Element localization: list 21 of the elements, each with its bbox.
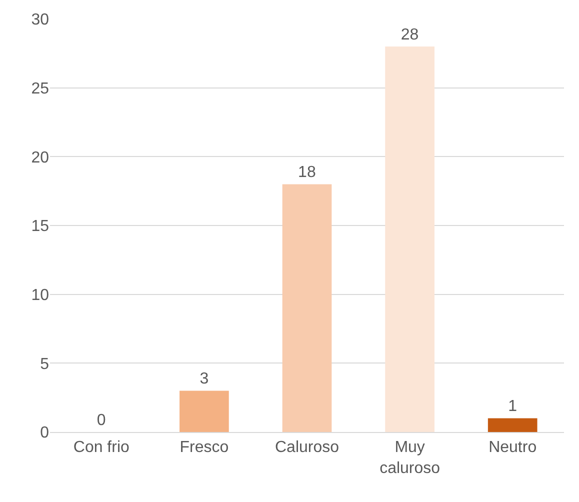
y-tick-label: 25: [31, 80, 50, 98]
data-label: 28: [400, 26, 419, 44]
y-tick-label: 30: [31, 12, 50, 29]
y-tick-label: 15: [31, 218, 50, 236]
data-label: 18: [298, 164, 316, 182]
y-tick-label: 0: [40, 424, 50, 442]
y-tick-label: 20: [31, 149, 50, 166]
x-tick-label: Caluroso: [274, 439, 340, 456]
bar: [488, 418, 538, 432]
y-tick-label: 5: [40, 356, 50, 373]
x-tick-label: Con frio: [73, 439, 130, 456]
x-tick-label: Muy caluroso: [380, 439, 440, 477]
data-label: 3: [200, 370, 209, 388]
y-tick-label: 10: [31, 286, 50, 304]
x-tick-label: Neutro: [488, 439, 537, 456]
data-label: 1: [508, 398, 518, 416]
bar: [282, 184, 332, 432]
data-label: 0: [96, 412, 106, 429]
bar: [385, 46, 434, 432]
x-tick-label: Fresco: [180, 439, 229, 456]
bar: [180, 390, 229, 432]
